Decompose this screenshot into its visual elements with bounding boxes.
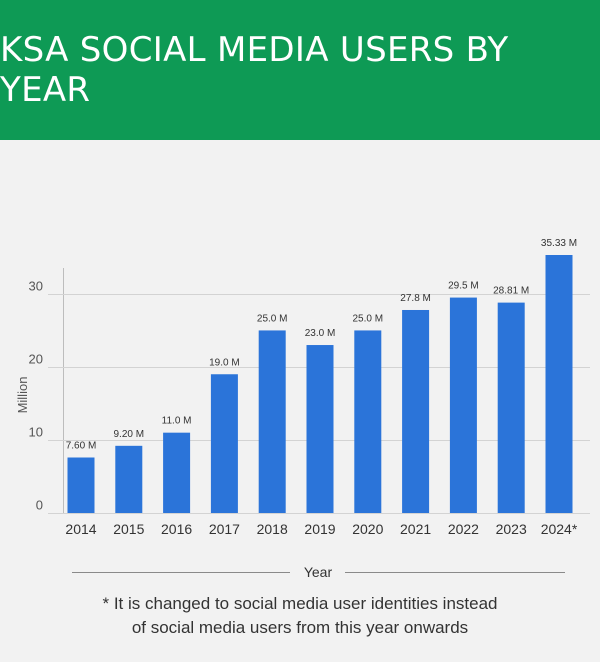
x-tick-label: 2020	[352, 521, 383, 537]
footnote-line-1: * It is changed to social media user ide…	[102, 594, 498, 613]
bar-value-label: 29.5 M	[448, 281, 479, 292]
x-tick-label: 2016	[161, 521, 192, 537]
bar-value-label: 25.0 M	[353, 313, 384, 324]
x-tick-label: 2014	[65, 521, 96, 537]
bar-2021	[402, 309, 430, 513]
y-tick-label-0: 0	[36, 498, 43, 513]
bar-value-label: 35.33 M	[541, 238, 577, 249]
chart-title: KSA SOCIAL MEDIA USERS BY YEAR	[0, 30, 509, 110]
y-tick-label-20: 20	[29, 352, 43, 367]
bar-value-label: 7.60 M	[66, 441, 97, 452]
bar-value-label: 19.0 M	[209, 357, 240, 368]
bar-2018	[258, 330, 286, 513]
bar-2019	[306, 345, 334, 513]
bar-value-label: 23.0 M	[305, 328, 336, 339]
title-banner: KSA SOCIAL MEDIA USERS BY YEAR	[0, 0, 600, 140]
bar-2022	[449, 297, 477, 513]
y-tick-label-10: 10	[29, 425, 43, 440]
x-tick-label: 2021	[400, 521, 431, 537]
bar-value-label: 27.8 M	[400, 293, 431, 304]
y-axis-title: Million	[15, 377, 30, 414]
x-tick-label: 2019	[304, 521, 335, 537]
bar-2017	[210, 374, 238, 513]
bar-value-label: 25.0 M	[257, 313, 288, 324]
x-tick-label: 2015	[113, 521, 144, 537]
bar-value-label: 11.0 M	[162, 416, 192, 427]
x-axis-title: Year	[304, 564, 333, 580]
x-tick-label: 2017	[209, 521, 240, 537]
x-tick-label: 2022	[448, 521, 479, 537]
y-tick-label-30: 30	[29, 279, 43, 294]
x-tick-label: 2024*	[541, 521, 578, 537]
bar-2024	[545, 255, 573, 513]
bar-2015	[115, 445, 143, 513]
bar-value-label: 28.81 M	[493, 286, 529, 297]
bar-2016	[163, 432, 191, 513]
x-tick-label: 2023	[496, 521, 527, 537]
bar-2020	[354, 330, 382, 513]
bar-2014	[67, 457, 95, 513]
bar-chart: 0 10 20 30 Million 7.60 M 2014 9.20 M 2015 11.0 M…	[15, 238, 590, 580]
bar-2023	[497, 302, 525, 513]
footnote: * It is changed to social media user ide…	[0, 592, 600, 640]
x-tick-label: 2018	[257, 521, 288, 537]
bar-value-label: 9.20 M	[114, 429, 145, 440]
footnote-line-2: of social media users from this year onw…	[131, 618, 469, 637]
